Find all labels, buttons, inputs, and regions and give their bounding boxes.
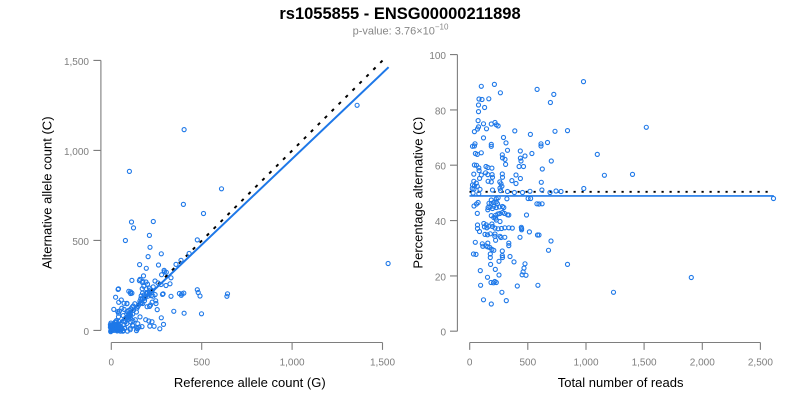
svg-text:0: 0: [440, 328, 446, 339]
svg-text:p-value: 3.76×10−10: p-value: 3.76×10−10: [353, 22, 449, 37]
svg-text:1,500: 1,500: [64, 57, 89, 68]
svg-text:20: 20: [435, 272, 447, 283]
svg-text:1,500: 1,500: [632, 358, 657, 369]
svg-text:1,000: 1,000: [64, 147, 89, 158]
svg-text:2,000: 2,000: [690, 358, 715, 369]
svg-text:rs1055855 - ENSG00000211898: rs1055855 - ENSG00000211898: [279, 5, 520, 23]
svg-text:60: 60: [435, 162, 447, 173]
svg-text:0: 0: [467, 358, 473, 369]
svg-text:1,000: 1,000: [280, 358, 305, 369]
svg-text:1,000: 1,000: [573, 358, 598, 369]
svg-text:0: 0: [83, 327, 89, 338]
svg-text:1,500: 1,500: [370, 358, 395, 369]
svg-text:0: 0: [109, 358, 115, 369]
svg-text:500: 500: [193, 358, 210, 369]
svg-text:500: 500: [519, 358, 536, 369]
svg-text:2,500: 2,500: [748, 358, 773, 369]
svg-text:Total number of reads: Total number of reads: [558, 375, 684, 390]
svg-text:Percentage alternative (C): Percentage alternative (C): [411, 117, 426, 269]
svg-text:80: 80: [435, 106, 447, 117]
svg-text:100: 100: [429, 51, 446, 62]
svg-text:500: 500: [72, 237, 89, 248]
svg-text:40: 40: [435, 217, 447, 228]
svg-text:Reference allele count (G): Reference allele count (G): [174, 375, 326, 390]
svg-text:Alternative allele count (C): Alternative allele count (C): [40, 116, 55, 268]
